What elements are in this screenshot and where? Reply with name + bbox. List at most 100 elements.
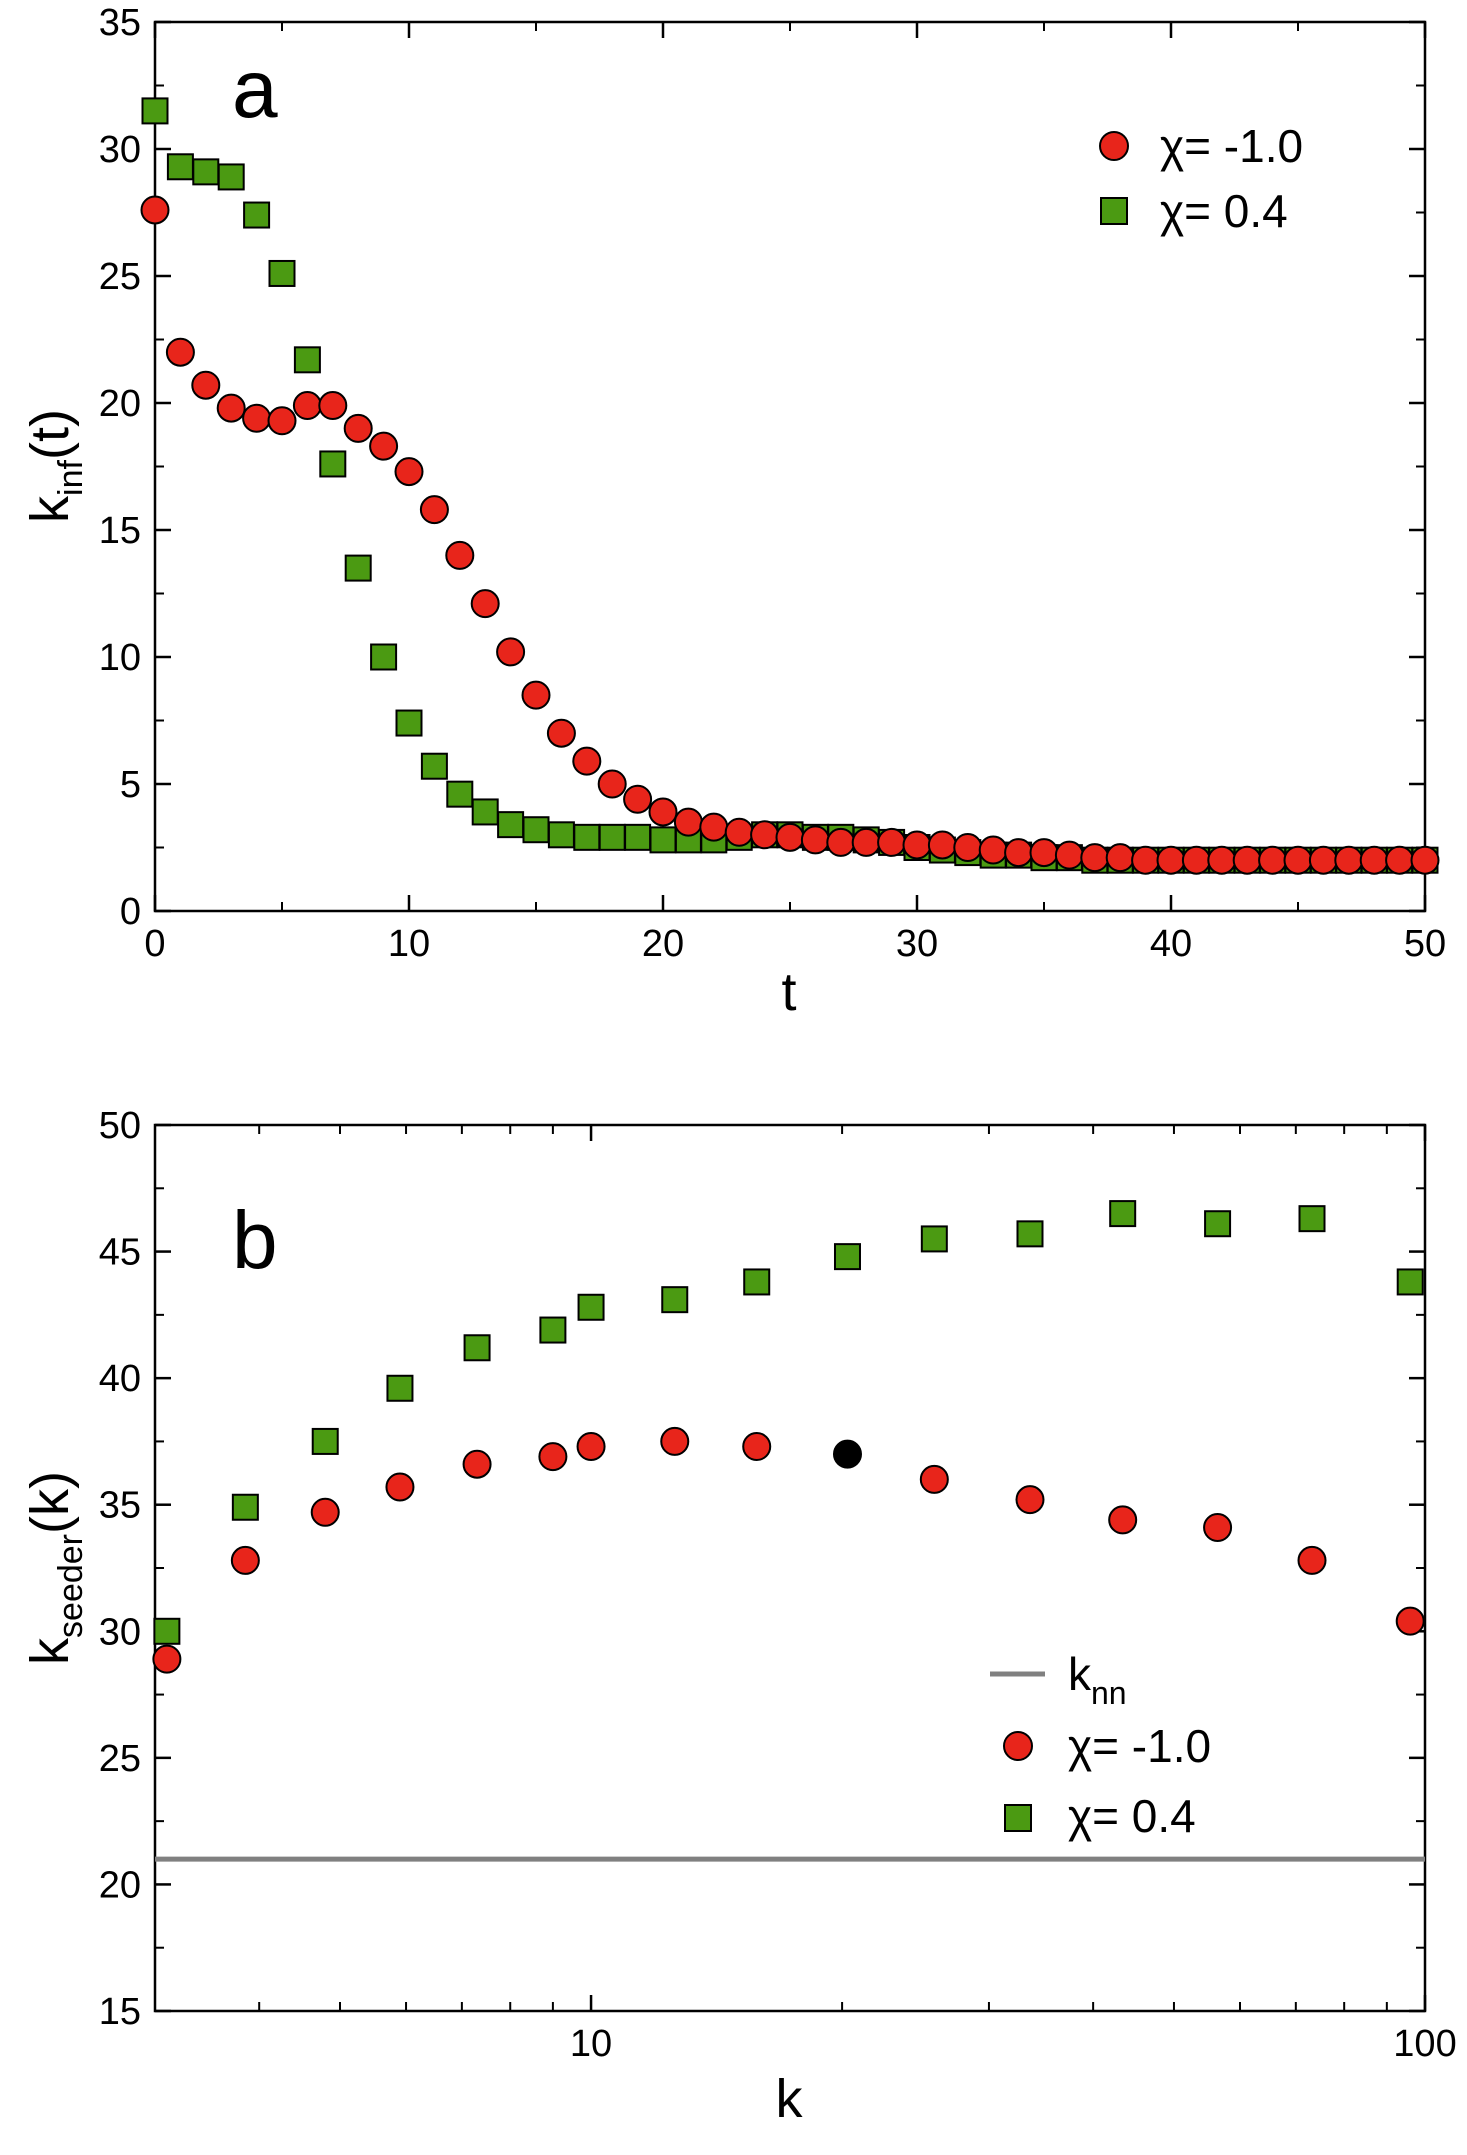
panel-a-series-0-point [953,833,983,862]
panel-b-legend-knn-sub: nn [1091,1675,1127,1711]
panel-b-legend-label-0: χ= -1.0 [1068,1720,1211,1772]
panel-b-y-tick-label: 25 [99,1738,141,1780]
panel-b-series-1-point [743,1268,771,1296]
panel-a-series-1-point [166,153,194,181]
panel-a-series-1-point [649,826,677,854]
panel-b-y-tick-label: 30 [99,1611,141,1653]
panel-b-y-title-main: k [20,1637,80,1665]
panel-a-x-tick-label: 10 [388,923,430,965]
panel-b-y-tick-label: 45 [99,1232,141,1274]
panel-a-series-0-point [1054,840,1084,870]
panel-a-series-1-point [598,823,626,851]
panel-a-series-0-point [648,797,678,827]
panel-a-x-tick-label: 50 [1404,923,1446,965]
panel-b-series-0-point [660,1426,690,1456]
panel-a-series-0-point [1334,845,1364,875]
panel-a-series-0-point [800,825,830,855]
panel-b-points [152,1200,1425,1674]
panel-a-series-1-point [268,259,296,287]
panel-b-series-1-point [1204,1210,1232,1238]
panel-b-series-0-point [1395,1606,1425,1636]
panel-a-series-0-point [1359,845,1389,875]
panel-b-series-0-point [152,1644,182,1674]
panel-a-series-0-point [1385,845,1415,875]
panel-a-series-1-point [624,823,652,851]
panel-a-series-1-point [319,450,347,478]
panel-b-y-tick-label: 15 [99,1991,141,2033]
panel-a-series-0-point [1131,845,1161,875]
panel-a-series-0-point [546,718,576,748]
panel-a-x-tick-label: 40 [1150,923,1192,965]
panel-a-series-1-point [395,709,423,737]
panel-a-series-0-point [267,406,297,436]
panel-a-series-0-point [140,195,170,225]
panel-a-series-0-point [369,431,399,461]
panel-a-series-0-point [623,784,653,814]
panel-a-series-0-point [1004,838,1034,868]
panel-b-y-tick-label: 20 [99,1864,141,1906]
panel-b-y-tick-label: 50 [99,1105,141,1147]
panel-b-x-tick-label: 100 [1393,2023,1456,2065]
panel-b-series-0-point [1015,1485,1045,1515]
panel-b-series-1-point [386,1374,414,1402]
panel-a-x-axis-title: t [781,962,796,1022]
panel-a-series-0-point [470,589,500,619]
svg-text:kinf(t): kinf(t) [20,409,90,523]
panel-a-series-1-point [192,158,220,186]
panel-a-y-title-sub: inf [52,459,90,495]
panel-a-y-tick-label: 30 [99,129,141,171]
panel-a-legend-label-0: χ= -1.0 [1160,120,1303,172]
panel-b-series-1-point [1016,1220,1044,1248]
panel-a: 0 5 10 15 20 25 30 35 0 10 20 30 40 50 a t kinf(t) χ=… [20,2,1446,1022]
svg-text:kseeder(k): kseeder(k) [20,1471,90,1665]
panel-a-series-0-point [877,827,907,857]
panel-a-series-0-point [496,637,526,667]
panel-a-y-tick-label: 10 [99,637,141,679]
panel-a-series-0-point [724,817,754,847]
panel-a-legend-marker-square [1100,197,1128,225]
panel-a-label: a [232,44,278,135]
panel-b-series-0-point [919,1464,949,1494]
panel-b-series-1-point [539,1316,567,1344]
panel-a-series-1-point [293,346,321,374]
panel-b-series-1-point [661,1286,689,1314]
panel-b-series-0-point [742,1431,772,1461]
panel-b-series-1-point [153,1617,181,1645]
panel-a-points [140,97,1440,875]
panel-a-series-0-point [1105,843,1135,873]
panel-b-y-axis-title: kseeder(k) [20,1471,90,1665]
panel-a-series-0-point [1181,845,1211,875]
panel-b-x-tick-label: 10 [570,2023,612,2065]
panel-b-y-title-suffix: (k) [20,1471,80,1534]
panel-b-legend: knn χ= -1.0 χ= 0.4 [990,1648,1211,1842]
panel-a-x-tick-label: 30 [896,923,938,965]
panel-a-series-0-point [699,812,729,842]
panel-b-series-1-point [231,1493,259,1521]
panel-b-y-title-sub: seeder [52,1534,90,1638]
panel-b-series-0-point [310,1497,340,1527]
panel-b-series-0-point [576,1431,606,1461]
panel-a-series-0-point [521,680,551,710]
panel-b-series-1-point [1109,1200,1137,1228]
panel-b-series-0-point [1203,1512,1233,1542]
panel-a-series-0-point [242,403,272,433]
panel-b-plot-frame [153,1123,1427,2013]
panel-a-series-1-point [573,823,601,851]
panel-a-series-0-point [572,746,602,776]
panel-a-series-0-point [1156,845,1186,875]
panel-a-series-1-point [547,821,575,849]
panel-a-series-0-point [1308,845,1338,875]
panel-a-series-1-point [446,780,474,808]
panel-a-series-1-point [370,643,398,671]
panel-a-series-0-point [343,413,373,443]
panel-b-legend-label-1: χ= 0.4 [1068,1790,1196,1842]
panel-a-series-0-point [216,393,246,423]
panel-a-series-0-point [1080,843,1110,873]
panel-b-series-1-point [833,1243,861,1271]
panel-a-legend-marker-circle [1099,131,1129,161]
panel-a-series-0-point [927,830,957,860]
panel-b-series-0-point [1108,1505,1138,1535]
panel-b-series-1-point [577,1293,605,1321]
panel-b-series-0-point [462,1449,492,1479]
